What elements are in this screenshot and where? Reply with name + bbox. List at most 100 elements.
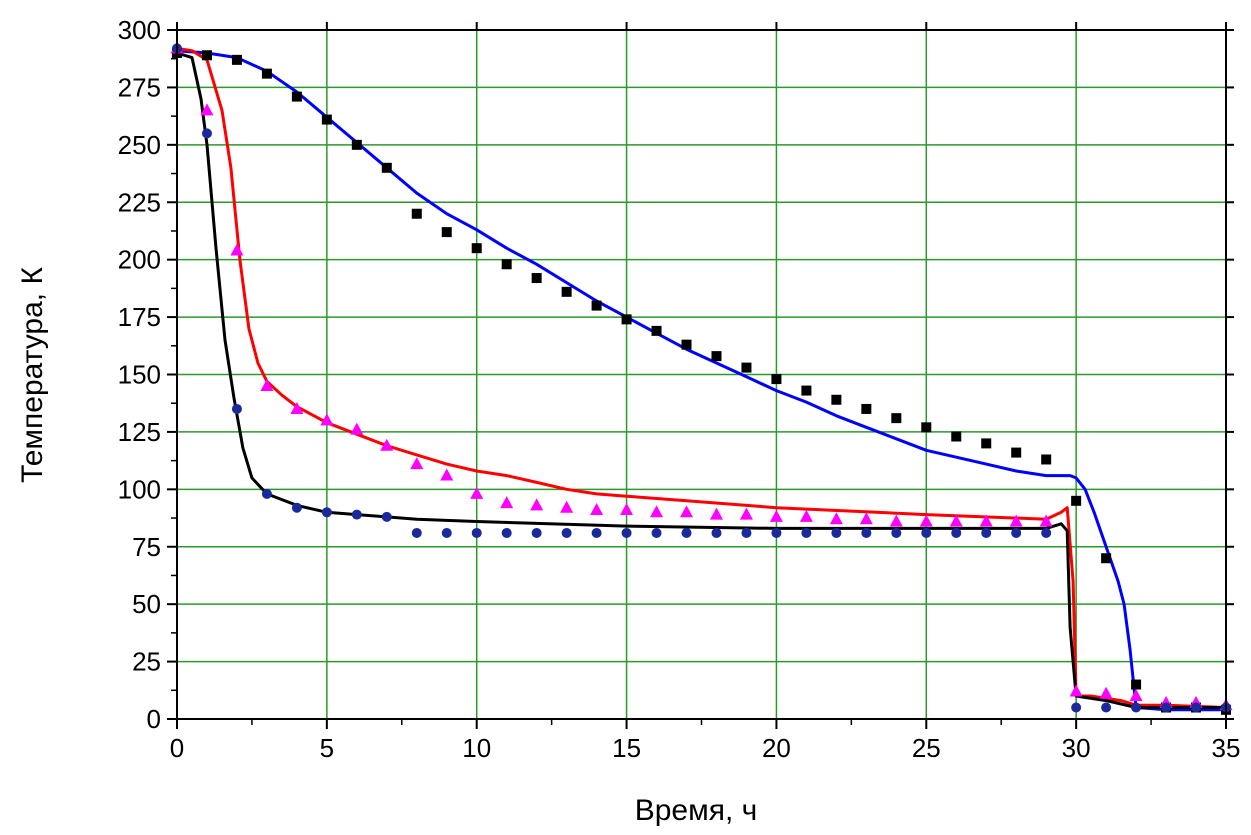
data-point-square	[441, 227, 452, 238]
tick-labels: 0 5 10 15 20 25 30 35 0 25 50 75 100 125 150 175 200 225 2…	[118, 15, 1241, 763]
data-point-square	[291, 91, 302, 102]
data-point-triangle	[1129, 689, 1143, 702]
data-point-square	[1011, 447, 1022, 458]
series-line-2	[176, 51, 1226, 709]
data-point-circle	[1191, 702, 1202, 713]
x-tick-label: 5	[320, 733, 334, 763]
data-point-circle	[741, 527, 752, 538]
data-point-triangle	[590, 503, 604, 516]
data-point-square	[681, 339, 692, 350]
data-point-circle	[1101, 702, 1112, 713]
data-point-circle	[351, 509, 362, 520]
data-point-square	[951, 431, 962, 442]
data-point-square	[831, 394, 842, 405]
data-point-triangle	[859, 512, 873, 525]
data-point-circle	[231, 403, 242, 414]
data-point-square	[1131, 679, 1142, 690]
data-point-square	[531, 273, 542, 284]
data-point-triangle	[470, 486, 484, 499]
y-tick-label: 300	[118, 15, 161, 45]
data-point-triangle	[200, 103, 214, 116]
x-tick-label: 20	[762, 733, 791, 763]
data-point-circle	[831, 527, 842, 538]
data-point-triangle	[530, 498, 544, 511]
data-point-square	[201, 50, 212, 61]
data-point-triangle	[650, 505, 664, 518]
data-point-triangle	[1069, 684, 1083, 697]
data-point-circle	[711, 527, 722, 538]
data-point-triangle	[709, 507, 723, 520]
data-point-square	[321, 114, 332, 125]
data-point-triangle	[1009, 514, 1023, 527]
y-tick-label: 225	[118, 187, 161, 217]
data-point-triangle	[410, 457, 424, 470]
x-tick-label: 25	[912, 733, 941, 763]
data-point-triangle	[889, 514, 903, 527]
data-point-circle	[291, 502, 302, 513]
y-tick-label: 75	[132, 532, 161, 562]
data-point-circle	[861, 527, 872, 538]
data-point-square	[1071, 495, 1082, 506]
y-tick-label: 250	[118, 130, 161, 160]
data-point-triangle	[290, 401, 304, 414]
data-point-square	[501, 259, 512, 270]
series-line-0	[176, 49, 1226, 712]
data-point-triangle	[769, 509, 783, 522]
data-point-square	[621, 314, 632, 325]
data-point-circle	[1131, 702, 1142, 713]
data-point-circle	[771, 527, 782, 538]
data-point-triangle	[350, 422, 364, 435]
y-tick-label: 100	[118, 474, 161, 504]
data-point-square	[651, 325, 662, 336]
x-tick-label: 15	[612, 733, 641, 763]
data-point-triangle	[380, 438, 394, 451]
data-point-circle	[1041, 527, 1052, 538]
data-point-square	[1101, 553, 1112, 564]
data-point-circle	[951, 527, 962, 538]
y-tick-label: 175	[118, 302, 161, 332]
x-tick-label: 10	[462, 733, 491, 763]
data-point-square	[591, 300, 602, 311]
data-point-square	[771, 374, 782, 385]
data-point-triangle	[979, 514, 993, 527]
data-point-circle	[1071, 702, 1082, 713]
data-point-triangle	[949, 514, 963, 527]
y-tick-label: 50	[132, 589, 161, 619]
data-point-triangle	[739, 507, 753, 520]
data-point-square	[801, 385, 812, 396]
data-point-triangle	[500, 496, 514, 509]
data-point-triangle	[799, 509, 813, 522]
data-point-circle	[471, 527, 482, 538]
data-point-circle	[501, 527, 512, 538]
y-tick-label: 125	[118, 417, 161, 447]
series-group	[176, 46, 1227, 712]
x-tick-label: 0	[170, 733, 184, 763]
data-point-square	[351, 139, 362, 150]
x-axis-title: Время, ч	[635, 794, 758, 827]
y-tick-label: 0	[147, 704, 161, 734]
ticks	[167, 22, 1234, 729]
data-point-square	[261, 68, 272, 79]
data-point-square	[711, 351, 722, 362]
data-point-circle	[381, 511, 392, 522]
data-point-square	[561, 286, 572, 297]
data-point-square	[921, 422, 932, 433]
data-point-circle	[1161, 702, 1172, 713]
data-point-circle	[321, 507, 332, 518]
data-point-triangle	[440, 468, 454, 481]
data-point-square	[231, 54, 242, 65]
y-tick-label: 25	[132, 647, 161, 677]
data-point-triangle	[919, 514, 933, 527]
data-point-circle	[681, 527, 692, 538]
data-point-circle	[531, 527, 542, 538]
data-point-triangle	[1039, 514, 1053, 527]
data-point-triangle	[230, 243, 244, 256]
data-point-square	[471, 243, 482, 254]
y-tick-label: 200	[118, 245, 161, 275]
data-point-circle	[891, 527, 902, 538]
data-point-circle	[981, 527, 992, 538]
data-point-circle	[591, 527, 602, 538]
data-point-circle	[201, 128, 212, 139]
data-point-circle	[801, 527, 812, 538]
